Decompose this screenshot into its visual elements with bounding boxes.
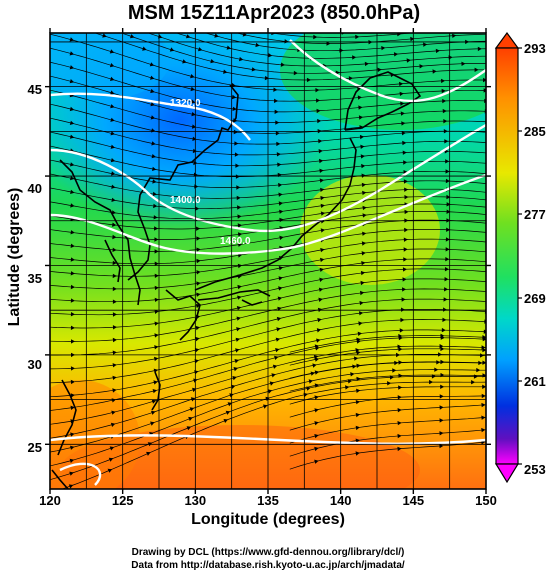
colorbar-top-arrow	[494, 31, 520, 49]
y-tick-label: 45	[28, 82, 42, 97]
contour-label-1400: 1400.0	[170, 195, 201, 206]
y-tick-label: 30	[28, 357, 42, 372]
axis-ticks	[45, 28, 491, 494]
y-tick-label: 25	[28, 440, 42, 455]
credit-data-source: Data from http://database.rish.kyoto-u.a…	[131, 560, 405, 571]
x-tick-label: 125	[112, 493, 134, 508]
y-tick-label: 35	[28, 271, 42, 286]
colorbar-label: 269	[524, 291, 546, 306]
x-tick-label: 145	[402, 493, 424, 508]
x-axis-title: Longitude (degrees)	[191, 511, 345, 528]
colorbar: 293 285 277 269 261 253	[494, 31, 546, 484]
credit-drawing: Drawing by DCL (https://www.gfd-dennou.o…	[131, 547, 405, 558]
x-tick-label: 140	[330, 493, 352, 508]
colorbar-label: 253	[524, 462, 546, 477]
colorbar-label: 261	[524, 374, 546, 389]
y-tick-label: 40	[28, 181, 42, 196]
colorbar-label: 285	[524, 124, 546, 139]
contour-label-1460: 1460.0	[220, 236, 251, 247]
y-axis-title: Latitude (degrees)	[6, 187, 23, 327]
contour-label-1320: 1320.0	[170, 98, 201, 109]
lat-lon-grid	[50, 33, 486, 489]
x-tick-label: 135	[257, 493, 279, 508]
x-tick-label: 120	[39, 493, 61, 508]
colorbar-label: 293	[524, 41, 546, 56]
x-tick-label: 130	[184, 493, 206, 508]
chart-title: MSM 15Z11Apr2023 (850.0hPa)	[127, 2, 421, 24]
colorbar-bottom-arrow	[494, 463, 520, 484]
colorbar-bar	[495, 47, 519, 465]
coastlines	[51, 71, 422, 489]
colorbar-label: 277	[524, 207, 546, 222]
x-tick-label: 150	[475, 493, 497, 508]
